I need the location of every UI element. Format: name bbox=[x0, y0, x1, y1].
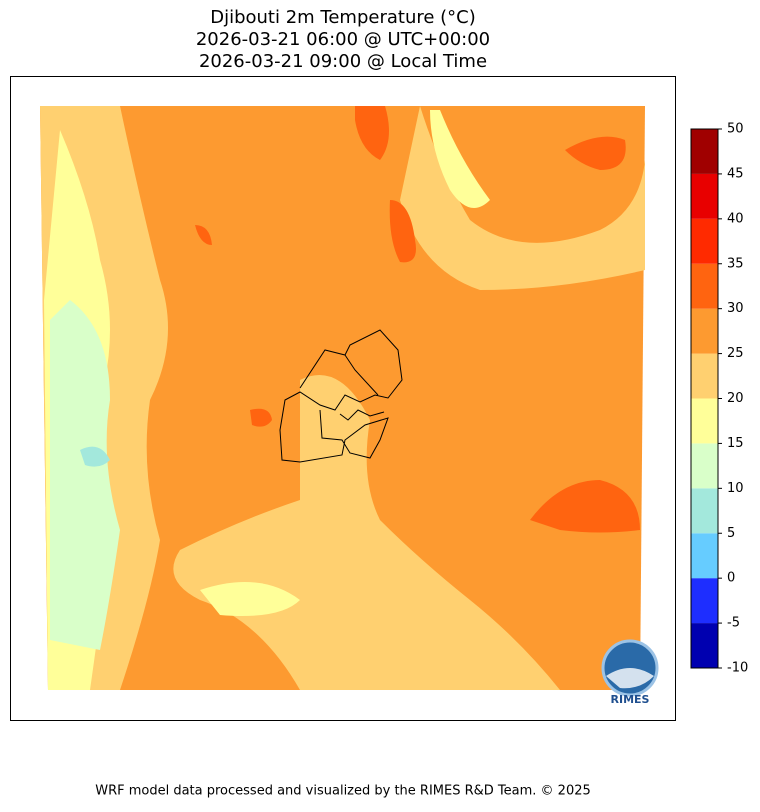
colorbar-bin bbox=[691, 443, 718, 489]
colorbar-bin bbox=[691, 218, 718, 264]
colorbar-bin bbox=[691, 308, 718, 354]
tick-label: 10 bbox=[727, 481, 744, 496]
tick-label: 15 bbox=[727, 436, 744, 451]
colorbar-bin bbox=[691, 353, 718, 399]
title-line: 2026-03-21 06:00 @ UTC+00:00 bbox=[196, 29, 490, 50]
colorbar-bin bbox=[691, 623, 718, 668]
map bbox=[40, 106, 645, 690]
tick-label: 45 bbox=[727, 166, 744, 181]
tick-label: 25 bbox=[727, 346, 744, 361]
tick-label: 50 bbox=[727, 122, 744, 137]
colorbar-bin bbox=[691, 533, 718, 579]
tick-label: 30 bbox=[727, 301, 744, 316]
footer: WRF model data processed and visualized … bbox=[95, 784, 591, 799]
colorbar-bin bbox=[691, 129, 718, 174]
colorbar: -10 -5 0 5 10 15 20 25 30 35 40 45 50 bbox=[690, 122, 748, 676]
colorbar-bin bbox=[691, 578, 718, 624]
colorbar-bin bbox=[691, 488, 718, 534]
tick-label: 20 bbox=[727, 391, 744, 406]
colorbar-bin bbox=[691, 263, 718, 309]
tick-label: 35 bbox=[727, 256, 744, 271]
logo: RIMES bbox=[601, 639, 659, 706]
tick-label: -10 bbox=[727, 661, 748, 676]
tick-label: 5 bbox=[727, 526, 735, 541]
colorbar-bin bbox=[691, 398, 718, 444]
title-line: Djibouti 2m Temperature (°C) bbox=[210, 7, 476, 28]
title-line: 2026-03-21 09:00 @ Local Time bbox=[199, 51, 487, 72]
tick-label: -5 bbox=[727, 616, 740, 631]
colorbar-bin bbox=[691, 173, 718, 219]
logo-text: RIMES bbox=[611, 693, 650, 706]
tick-label: 40 bbox=[727, 211, 744, 226]
tick-label: 0 bbox=[727, 571, 735, 586]
